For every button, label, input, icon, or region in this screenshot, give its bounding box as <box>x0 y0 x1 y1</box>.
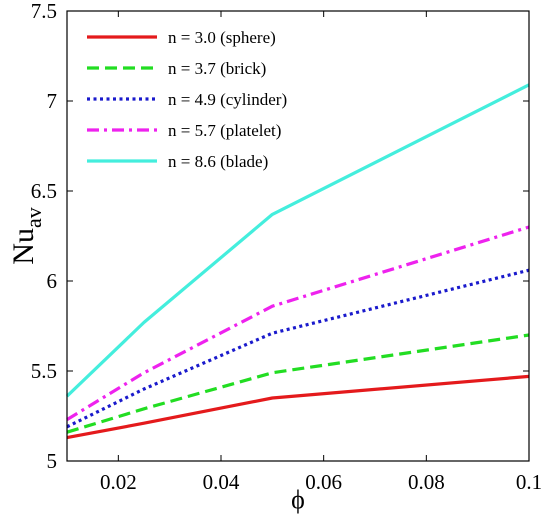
y-tick-label: 6.5 <box>31 179 57 203</box>
y-axis-title: Nuav <box>7 207 46 264</box>
x-tick-label: 0.04 <box>203 470 240 494</box>
y-tick-label: 7.5 <box>31 0 57 23</box>
x-tick-label: 0.06 <box>305 470 342 494</box>
x-tick-label: 0.02 <box>100 470 137 494</box>
series-layer <box>65 83 530 440</box>
legend-label-3: n = 4.9 (cylinder) <box>168 90 287 109</box>
y-tick-label: 5 <box>47 449 58 473</box>
series-line-3 <box>66 268 530 429</box>
legend-label-2: n = 3.7 (brick) <box>168 59 266 78</box>
x-tick-label: 0.08 <box>408 470 445 494</box>
ticks-layer: 0.02 0.04 0.06 0.08 0.1 5 5.5 6 6.5 7 7.5 <box>31 0 542 494</box>
series-line-5 <box>65 83 530 398</box>
x-tick-label: 0.1 <box>516 470 542 494</box>
y-axis-title-subscript: av <box>21 207 46 228</box>
legend-label-5: n = 8.6 (blade) <box>168 152 268 171</box>
y-tick-label: 6 <box>47 269 58 293</box>
y-tick-label: 7 <box>47 89 58 113</box>
y-axis-title-main: Nu <box>7 228 40 265</box>
y-axis-title-group: Nuav <box>7 207 46 264</box>
legend-label-1: n = 3.0 (sphere) <box>168 28 276 47</box>
series-line-4 <box>66 225 530 421</box>
x-axis-title: ϕ <box>291 485 305 514</box>
plot-frame <box>66 10 530 462</box>
series-line-2 <box>66 333 530 434</box>
legend: n = 3.0 (sphere) n = 3.7 (brick) n = 4.9 (… <box>87 28 287 171</box>
y-tick-label: 5.5 <box>31 359 57 383</box>
plot-background <box>67 11 529 461</box>
legend-label-4: n = 5.7 (platelet) <box>168 121 281 140</box>
series-line-1 <box>66 374 530 440</box>
